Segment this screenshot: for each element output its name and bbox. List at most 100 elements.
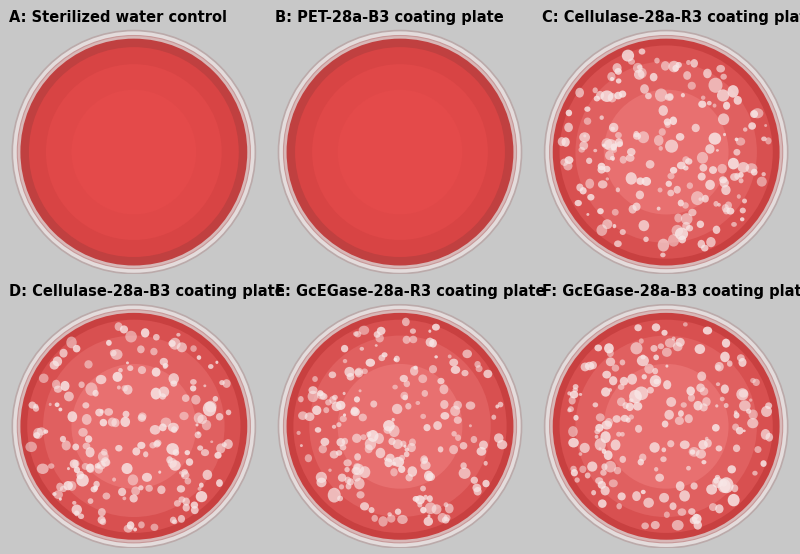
Ellipse shape	[598, 481, 606, 489]
Ellipse shape	[728, 494, 740, 506]
Ellipse shape	[95, 409, 103, 417]
Ellipse shape	[309, 386, 318, 394]
Ellipse shape	[60, 486, 67, 492]
Ellipse shape	[611, 158, 614, 161]
Ellipse shape	[685, 414, 693, 423]
Ellipse shape	[182, 394, 190, 402]
Ellipse shape	[740, 217, 745, 222]
Ellipse shape	[663, 380, 671, 389]
Ellipse shape	[605, 461, 616, 473]
Ellipse shape	[727, 85, 738, 98]
Ellipse shape	[216, 413, 223, 420]
Ellipse shape	[420, 461, 430, 470]
Ellipse shape	[378, 355, 386, 361]
Ellipse shape	[336, 422, 342, 427]
Ellipse shape	[674, 213, 682, 223]
Ellipse shape	[278, 30, 522, 274]
Ellipse shape	[142, 473, 152, 482]
Ellipse shape	[709, 166, 717, 174]
Ellipse shape	[152, 367, 161, 377]
Ellipse shape	[658, 105, 668, 116]
Ellipse shape	[641, 490, 646, 494]
Ellipse shape	[102, 493, 110, 500]
Ellipse shape	[400, 440, 406, 447]
Ellipse shape	[675, 228, 688, 240]
Ellipse shape	[703, 69, 712, 78]
Ellipse shape	[647, 387, 654, 393]
Ellipse shape	[713, 225, 720, 234]
Text: B: PET-28a-B3 coating plate: B: PET-28a-B3 coating plate	[275, 10, 504, 25]
Ellipse shape	[427, 495, 433, 502]
Ellipse shape	[354, 396, 360, 403]
Ellipse shape	[196, 491, 207, 502]
Ellipse shape	[633, 402, 642, 411]
Ellipse shape	[739, 401, 750, 411]
Ellipse shape	[422, 457, 428, 463]
Ellipse shape	[354, 368, 363, 377]
Ellipse shape	[640, 84, 649, 94]
Ellipse shape	[122, 385, 128, 392]
Ellipse shape	[341, 345, 348, 352]
Ellipse shape	[696, 449, 706, 459]
Ellipse shape	[470, 476, 478, 484]
Ellipse shape	[166, 443, 179, 455]
Ellipse shape	[67, 467, 70, 470]
Ellipse shape	[614, 240, 622, 247]
Ellipse shape	[52, 492, 57, 496]
Ellipse shape	[611, 147, 617, 153]
Ellipse shape	[78, 514, 84, 519]
Ellipse shape	[325, 399, 332, 406]
Ellipse shape	[203, 384, 206, 387]
Ellipse shape	[757, 177, 766, 187]
Ellipse shape	[93, 485, 98, 491]
Ellipse shape	[635, 425, 642, 433]
Ellipse shape	[749, 398, 752, 402]
Ellipse shape	[361, 434, 366, 440]
Ellipse shape	[553, 39, 779, 265]
Ellipse shape	[398, 465, 406, 473]
Ellipse shape	[462, 350, 472, 358]
Ellipse shape	[620, 229, 626, 235]
Ellipse shape	[594, 96, 600, 101]
Ellipse shape	[99, 409, 104, 414]
Ellipse shape	[173, 449, 179, 456]
Ellipse shape	[702, 195, 709, 203]
Ellipse shape	[26, 442, 37, 452]
Ellipse shape	[395, 509, 402, 515]
Ellipse shape	[595, 477, 603, 484]
Ellipse shape	[676, 133, 684, 141]
Ellipse shape	[354, 453, 361, 460]
Ellipse shape	[172, 519, 178, 524]
Ellipse shape	[633, 132, 641, 140]
Ellipse shape	[131, 486, 140, 495]
Ellipse shape	[584, 117, 591, 125]
Ellipse shape	[738, 358, 746, 367]
Ellipse shape	[317, 478, 326, 488]
Ellipse shape	[198, 487, 202, 491]
Ellipse shape	[698, 100, 706, 108]
Ellipse shape	[690, 449, 695, 455]
Ellipse shape	[312, 406, 322, 415]
Ellipse shape	[376, 448, 386, 458]
Ellipse shape	[366, 432, 371, 437]
Ellipse shape	[682, 222, 690, 230]
Ellipse shape	[33, 428, 43, 439]
Ellipse shape	[340, 444, 346, 450]
Ellipse shape	[138, 485, 143, 490]
Ellipse shape	[346, 373, 354, 381]
Ellipse shape	[704, 439, 712, 448]
Ellipse shape	[201, 449, 209, 456]
Ellipse shape	[654, 58, 660, 64]
Ellipse shape	[113, 372, 122, 382]
Ellipse shape	[690, 59, 698, 68]
Ellipse shape	[674, 186, 681, 194]
Ellipse shape	[494, 433, 503, 443]
Ellipse shape	[613, 224, 616, 228]
Ellipse shape	[672, 336, 675, 341]
Ellipse shape	[110, 349, 122, 360]
Ellipse shape	[650, 375, 662, 387]
Ellipse shape	[585, 473, 590, 479]
Ellipse shape	[78, 382, 85, 388]
Ellipse shape	[438, 513, 447, 522]
Ellipse shape	[668, 234, 679, 247]
